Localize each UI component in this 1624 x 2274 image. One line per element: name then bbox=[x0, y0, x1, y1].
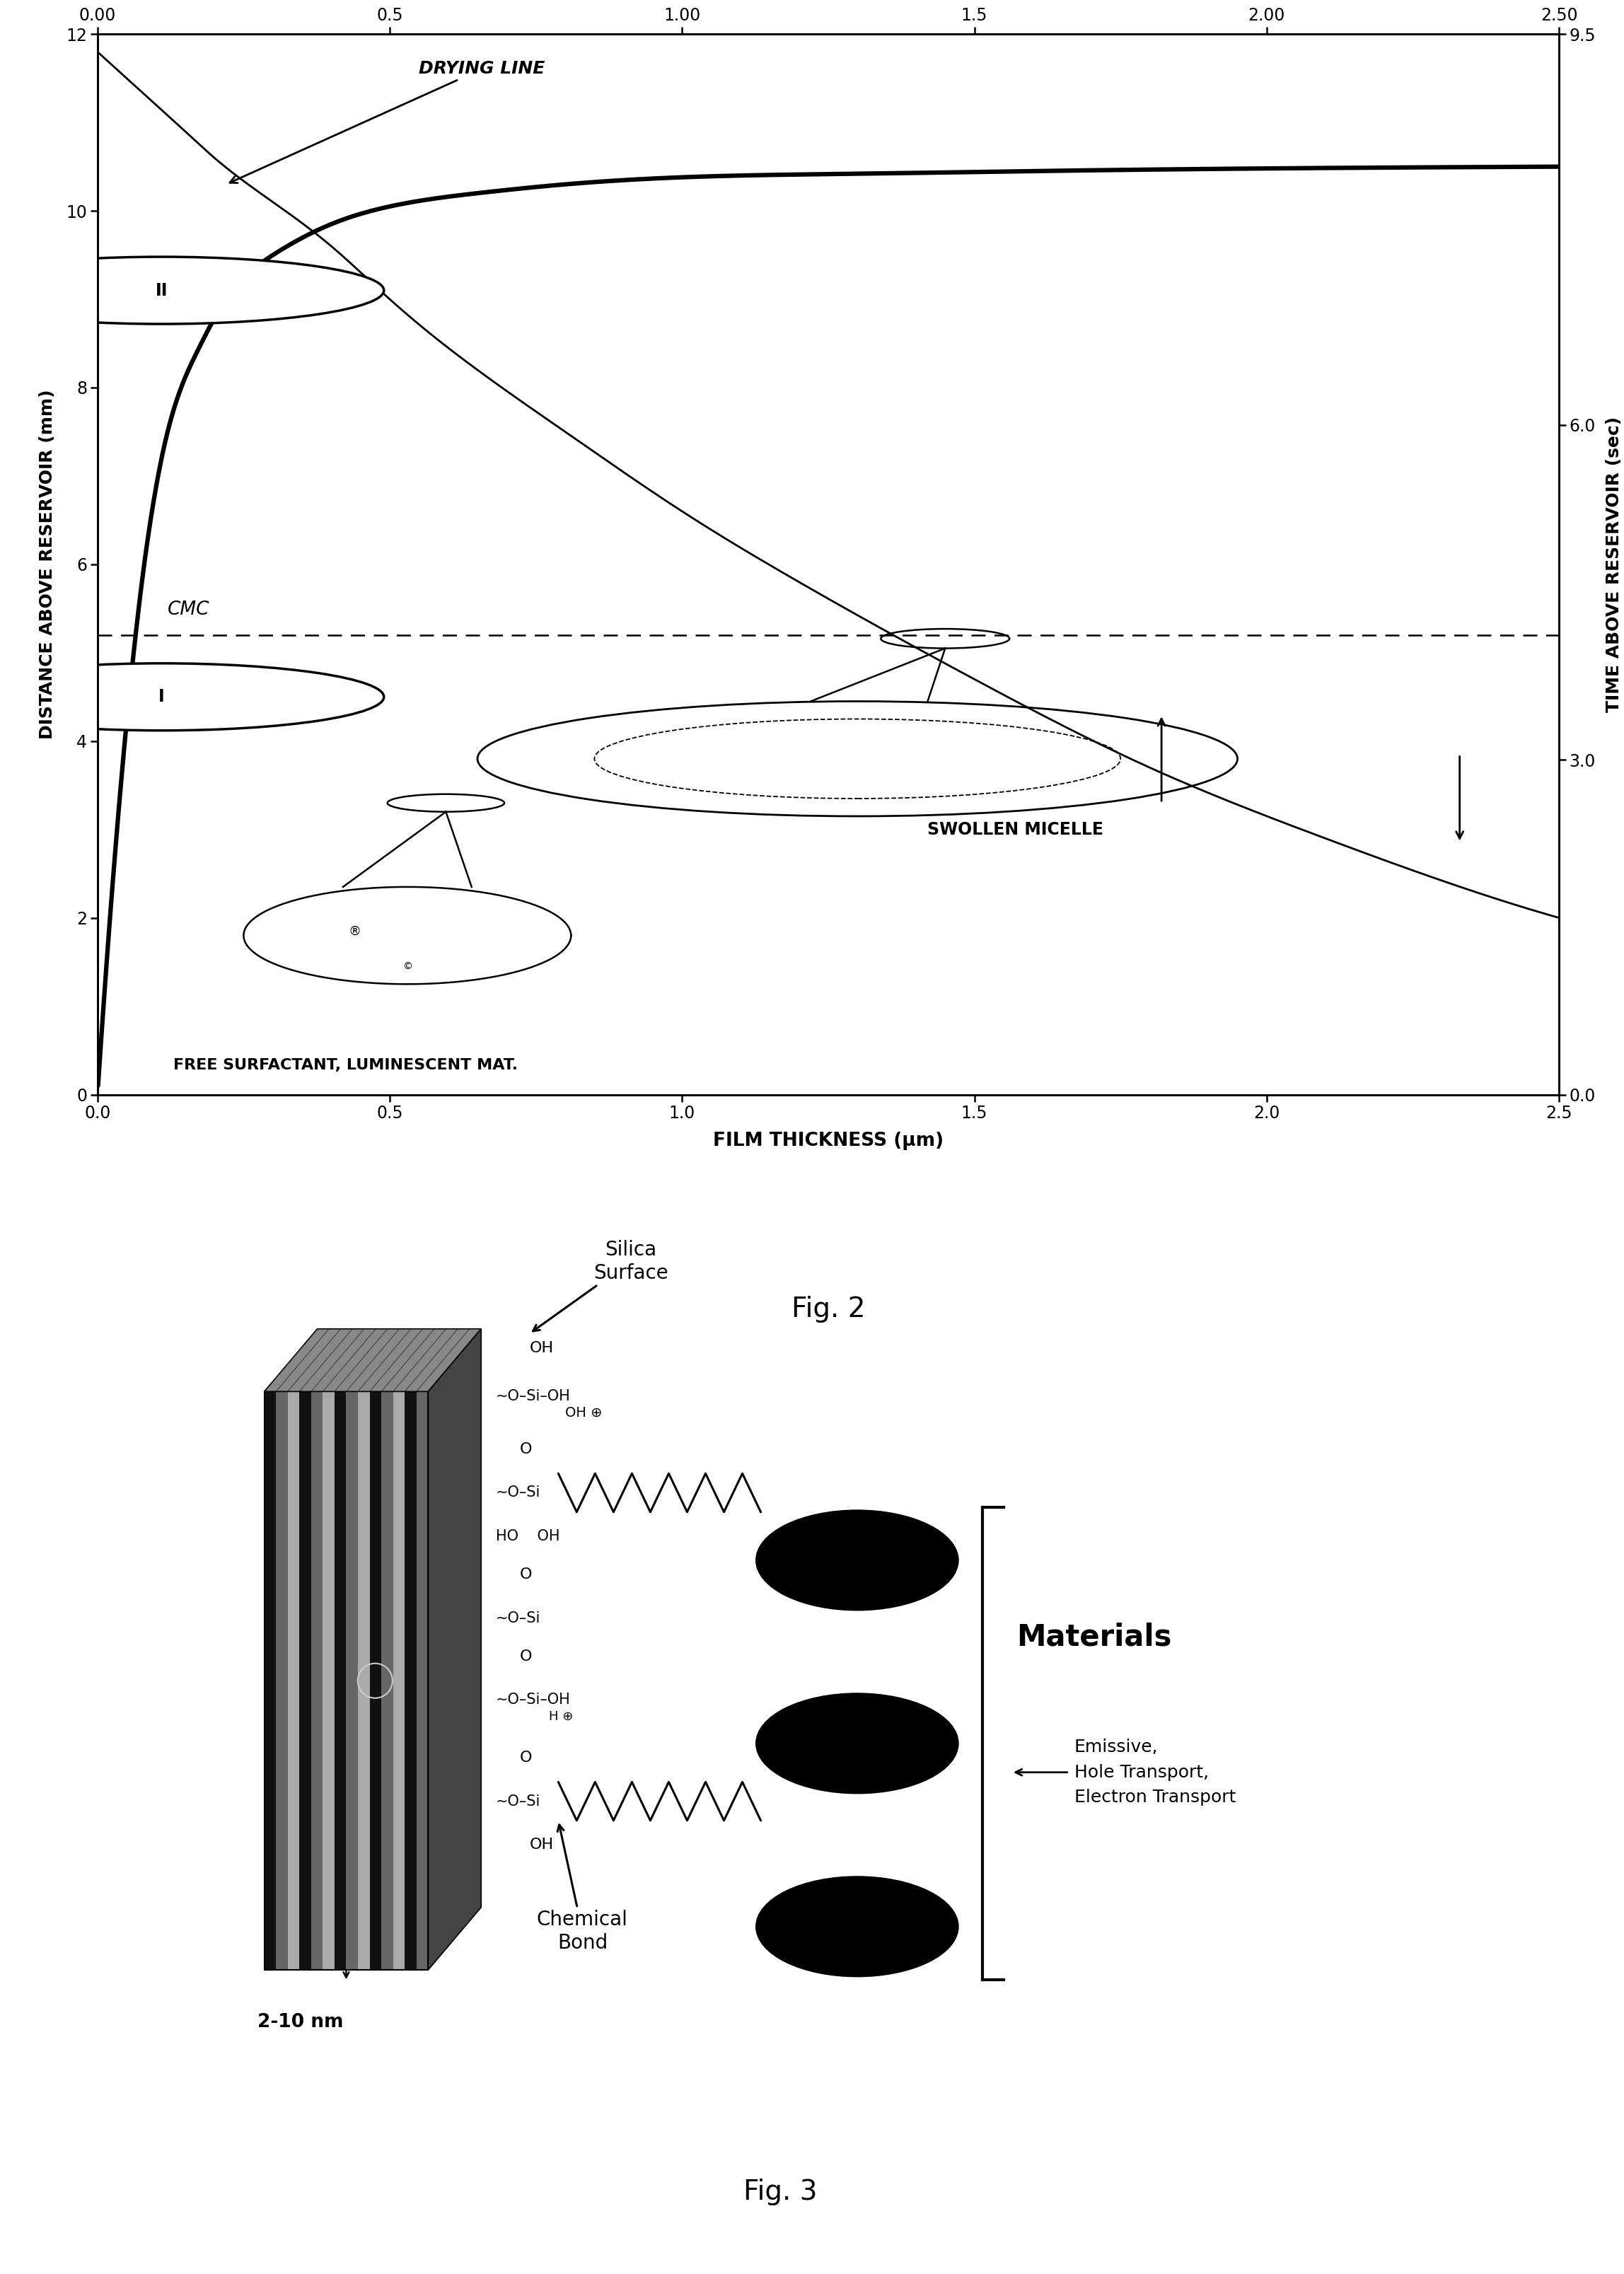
Text: O: O bbox=[520, 1442, 533, 1455]
Text: SWOLLEN MICELLE: SWOLLEN MICELLE bbox=[927, 821, 1104, 837]
Y-axis label: DISTANCE ABOVE RESERVOIR (mm): DISTANCE ABOVE RESERVOIR (mm) bbox=[39, 389, 57, 739]
Bar bbox=[357, 1392, 370, 1969]
Text: I: I bbox=[159, 689, 166, 705]
Text: ~O–Si: ~O–Si bbox=[495, 1794, 541, 1808]
Bar bbox=[382, 1392, 393, 1969]
Text: ~O–Si: ~O–Si bbox=[495, 1485, 541, 1501]
Bar bbox=[393, 1392, 404, 1969]
Text: ©: © bbox=[403, 962, 412, 971]
Bar bbox=[370, 1392, 382, 1969]
Bar bbox=[287, 1392, 299, 1969]
Text: O: O bbox=[520, 1649, 533, 1665]
Bar bbox=[265, 1392, 276, 1969]
Text: O: O bbox=[520, 1567, 533, 1583]
Text: OH ⊕: OH ⊕ bbox=[565, 1405, 603, 1419]
Text: O: O bbox=[520, 1751, 533, 1765]
Bar bbox=[265, 1392, 429, 1969]
Text: HO    OH: HO OH bbox=[495, 1528, 560, 1544]
Bar bbox=[276, 1392, 287, 1969]
Circle shape bbox=[0, 257, 383, 323]
Text: II: II bbox=[156, 282, 167, 298]
Circle shape bbox=[0, 664, 383, 730]
Ellipse shape bbox=[755, 1694, 958, 1794]
X-axis label: FILM THICKNESS (μm): FILM THICKNESS (μm) bbox=[713, 1132, 944, 1151]
Bar bbox=[404, 1392, 416, 1969]
Bar bbox=[416, 1392, 429, 1969]
Text: ®: ® bbox=[348, 926, 361, 937]
Text: OH: OH bbox=[529, 1837, 554, 1851]
Text: Emissive,
Hole Transport,
Electron Transport: Emissive, Hole Transport, Electron Trans… bbox=[1073, 1740, 1236, 1806]
Bar bbox=[312, 1392, 323, 1969]
Text: Materials: Materials bbox=[1017, 1621, 1171, 1653]
Text: 2-10 nm: 2-10 nm bbox=[258, 2012, 343, 2031]
Polygon shape bbox=[265, 1328, 481, 1392]
Bar bbox=[299, 1392, 312, 1969]
Text: OH: OH bbox=[529, 1342, 554, 1355]
Text: DRYING LINE: DRYING LINE bbox=[231, 61, 546, 182]
Ellipse shape bbox=[755, 1510, 958, 1610]
Text: ~O–Si–OH: ~O–Si–OH bbox=[495, 1389, 570, 1403]
Polygon shape bbox=[429, 1328, 481, 1969]
Text: Fig. 3: Fig. 3 bbox=[744, 2178, 817, 2206]
Text: Chemical
Bond: Chemical Bond bbox=[538, 1824, 628, 1953]
Y-axis label: TIME ABOVE RESERVOIR (sec): TIME ABOVE RESERVOIR (sec) bbox=[1606, 416, 1622, 712]
Ellipse shape bbox=[755, 1876, 958, 1976]
Text: H ⊕: H ⊕ bbox=[549, 1710, 573, 1724]
Bar bbox=[323, 1392, 335, 1969]
Text: FREE SURFACTANT, LUMINESCENT MAT.: FREE SURFACTANT, LUMINESCENT MAT. bbox=[174, 1057, 518, 1073]
Text: ~O–Si–OH: ~O–Si–OH bbox=[495, 1692, 570, 1708]
Text: ~O–Si: ~O–Si bbox=[495, 1610, 541, 1626]
Bar bbox=[346, 1392, 357, 1969]
Text: CMC: CMC bbox=[167, 600, 209, 619]
Text: Fig. 2: Fig. 2 bbox=[791, 1296, 866, 1323]
Text: Silica
Surface: Silica Surface bbox=[533, 1239, 667, 1330]
Bar bbox=[335, 1392, 346, 1969]
